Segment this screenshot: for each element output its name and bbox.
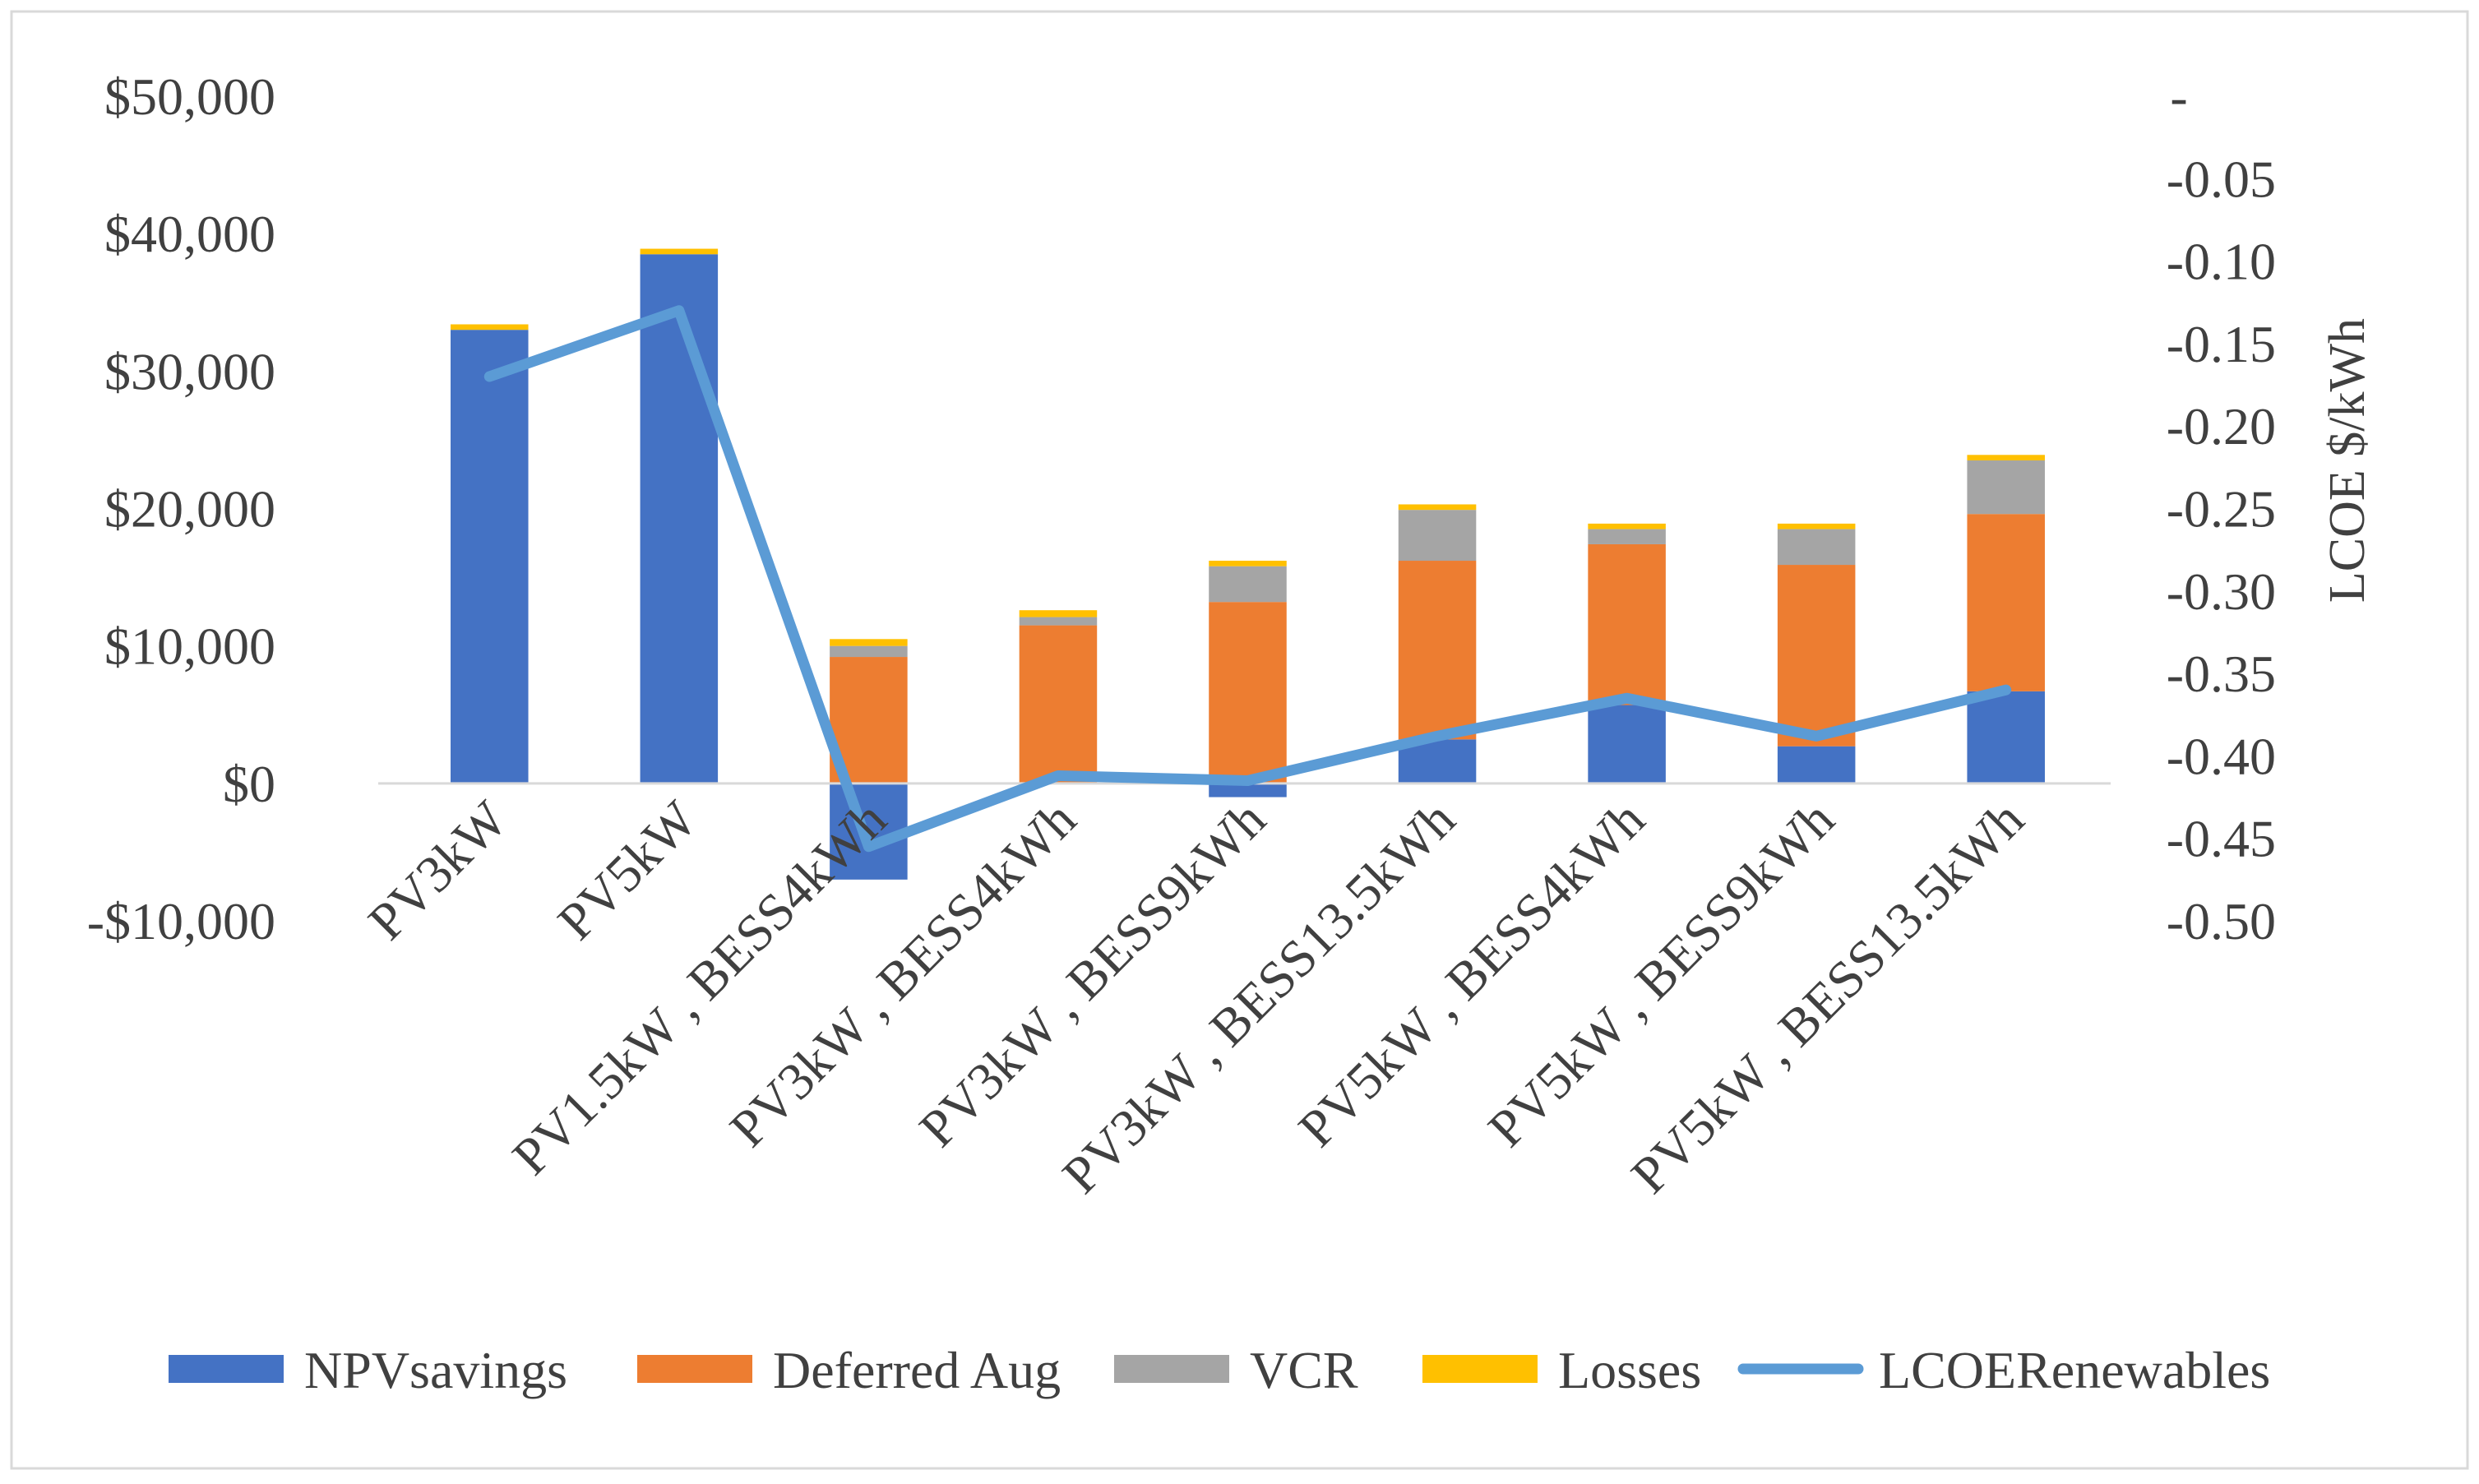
bar-npvsavings — [1967, 691, 2045, 784]
left-tick-label: $40,000 — [104, 205, 275, 263]
right-axis-title: LCOE $/kWh — [2319, 318, 2375, 603]
bar-losses — [1209, 561, 1287, 566]
bar-npvsavings — [1209, 783, 1287, 797]
bar-vcr — [1209, 566, 1287, 603]
bar-deferred-aug — [1967, 514, 2045, 691]
right-tick-label: -0.40 — [2167, 727, 2276, 785]
bar-deferred-aug — [1398, 561, 1477, 740]
right-tick-label: -0.25 — [2167, 480, 2276, 539]
bar-losses — [1967, 455, 2045, 460]
bar-deferred-aug — [1209, 602, 1287, 784]
right-tick-label: -0.30 — [2167, 562, 2276, 621]
line-layer — [483, 305, 2012, 853]
bar-vcr — [1777, 529, 1856, 566]
bar-npvsavings — [1588, 705, 1666, 784]
right-tick-label: -0.10 — [2167, 233, 2276, 291]
bar-losses — [1777, 523, 1856, 529]
bar-npvsavings — [451, 330, 529, 784]
left-axis-ticks: -$10,000 $0 $10,000 $20,000 $30,000 $40,000 $5… — [87, 67, 275, 950]
left-tick-label: $20,000 — [104, 480, 275, 539]
legend-label: LCOERenewables — [1879, 1341, 2270, 1399]
bar-losses — [1398, 504, 1477, 511]
right-tick-label: -0.35 — [2167, 645, 2276, 703]
legend-swatch — [1114, 1355, 1229, 1383]
legend-label: Losses — [1558, 1341, 1701, 1399]
legend-label: Deferred Aug — [773, 1341, 1061, 1399]
bar-vcr — [1967, 460, 2045, 515]
bar-deferred-aug — [1019, 625, 1098, 784]
bar-npvsavings — [640, 254, 719, 784]
legend: NPVsavings Deferred Aug VCR Losses LCOERenew… — [169, 1341, 2270, 1399]
right-tick-label: -0.15 — [2167, 315, 2276, 373]
right-tick-label: -0.45 — [2167, 810, 2276, 868]
legend-label: NPVsavings — [304, 1341, 567, 1399]
legend-swatch — [1422, 1355, 1538, 1383]
left-tick-label: -$10,000 — [87, 892, 275, 950]
bar-losses — [640, 248, 719, 255]
bar-losses — [1588, 523, 1666, 529]
bar-vcr — [1019, 617, 1098, 626]
right-tick-label: - — [2170, 67, 2187, 126]
legend-swatch — [637, 1355, 752, 1383]
right-tick-label: -0.05 — [2167, 150, 2276, 208]
bar-vcr — [1588, 529, 1666, 544]
bar-deferred-aug — [1777, 565, 1856, 747]
legend-label: VCR — [1250, 1341, 1358, 1399]
legend-swatch — [169, 1355, 284, 1383]
left-tick-label: $0 — [223, 755, 275, 813]
left-tick-label: $30,000 — [104, 342, 275, 400]
bar-vcr — [830, 645, 908, 658]
bar-losses — [451, 324, 529, 331]
right-tick-label: -0.50 — [2167, 892, 2276, 950]
bar-losses — [1019, 610, 1098, 617]
right-tick-label: -0.20 — [2167, 397, 2276, 455]
left-tick-label: $10,000 — [104, 617, 275, 676]
left-tick-label: $50,000 — [104, 67, 275, 126]
bar-vcr — [1398, 510, 1477, 562]
line-lcoerenewables — [483, 305, 2012, 853]
right-axis-ticks: - -0.05 -0.10 -0.15 -0.20 -0.25 -0.30 -0.35 -0.4… — [2167, 67, 2276, 950]
bar-losses — [830, 639, 908, 646]
bar-deferred-aug — [1588, 543, 1666, 705]
bar-npvsavings — [1777, 746, 1856, 784]
